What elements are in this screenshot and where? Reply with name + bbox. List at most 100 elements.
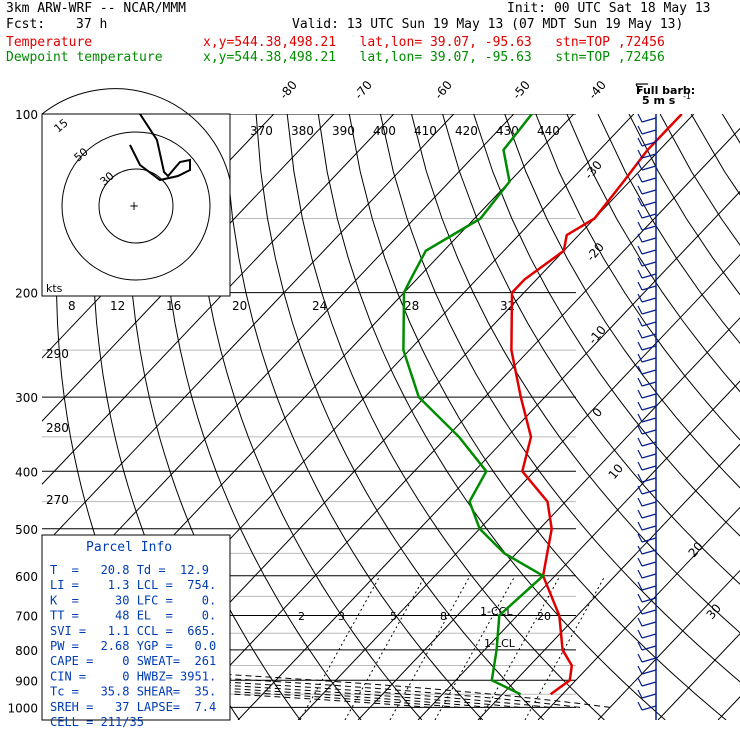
pressure-label-100: 100 [15,108,38,122]
wind-barb [641,177,657,183]
parcel-info-row: CAPE = 0 SWEAT= 261 [50,654,216,668]
isotherm-label--60: -60 [432,78,455,102]
theta-label-440: 440 [537,124,560,138]
wind-barb-flag [637,545,643,555]
pressure-label-400: 400 [15,465,38,479]
wind-barb [641,189,657,195]
wind-barb-flag [637,149,643,159]
isotherm-label--20: -20 [584,240,607,264]
barb-key: Full barb: 5 m s -1 [635,83,695,107]
wind-barb [641,297,657,303]
isotherm-label--70: -70 [352,78,375,102]
wind-barb [641,117,657,123]
hodograph-unit: kts [46,282,63,295]
wind-barb [641,321,657,327]
dry-adiabat-270 [193,114,423,720]
wind-barb [641,549,657,555]
wind-barb [641,429,657,435]
dry-adiabat-340 [411,114,740,634]
isotherm-label-0: 0 [590,405,606,420]
parcel-info-row: CELL = 211/35 [50,715,144,729]
wind-barb [641,669,657,675]
mixing-ratio-label-8: 8 [68,299,76,313]
wind-barb [641,561,657,567]
wind-barb-flag [637,641,643,651]
wind-barbs [637,113,657,720]
isotherm-label--40: -40 [586,78,609,102]
wind-barb [641,213,657,219]
isotherm--30 [237,190,740,720]
wind-barb [641,681,657,687]
mixing-ratio-label-low-5: 5 [390,610,397,623]
forecast-label: Fcst: [6,17,46,32]
wind-barb [641,249,657,255]
wind-barb-flag [637,341,643,351]
wind-barb [641,153,657,159]
wind-barb [641,645,657,651]
hodograph-center-mark: + [129,199,139,213]
sounding-profiles [402,114,683,696]
hodograph-ring-outer [61,131,211,281]
parcel-info-row: LI = 1.3 LCL = 754. [50,578,216,592]
wind-barb-flag [637,665,643,675]
isotherm-label--80: -80 [277,78,300,102]
wind-barb [641,453,657,459]
wind-barb-flag [637,533,643,543]
wind-barb [641,633,657,639]
temperature-location: x,y=544.38,498.21 lat,lon= 39.07, -95.63… [203,35,665,50]
theta-label-370: 370 [250,124,273,138]
wind-barb-flag [637,509,643,519]
wind-barb [641,309,657,315]
isotherm-label--10: -10 [586,323,609,347]
pressure-label-300: 300 [15,391,38,405]
barb-key-line2: 5 m s [642,94,676,107]
isotherm-label-10: 10 [606,461,627,482]
wind-barb [641,693,657,699]
mixing-ratio-label-20: 20 [232,299,247,313]
wind-barb [641,333,657,339]
wind-barb [641,489,657,495]
isotherm-20 [537,506,740,720]
dry-adiabat-310 [317,114,666,720]
mixing-ratio-label-low-3: 3 [338,610,345,623]
theta-label-280: 280 [46,421,69,435]
wind-barb-flag [637,401,643,411]
dry-adiabat-400 [597,114,740,345]
wind-barb [641,165,657,171]
wind-barb-flag [637,209,643,219]
wind-barb [641,477,657,483]
wind-barb-flag [637,425,643,435]
isotherm-label-30: 30 [704,601,725,622]
dry-adiabat-430 [690,114,740,196]
parcel-info-row: Tc = 35.8 SHEAR= 35. [50,685,216,699]
model-title: 3km ARW-WRF -- NCAR/MMM [6,1,187,16]
wind-barb [641,585,657,591]
wind-barb-flag [637,461,643,471]
parcel-info-row: T = 20.8 Td = 12.9 [50,563,209,577]
wind-barb-flag [637,317,643,327]
wind-barb-flag [637,689,643,699]
isotherm--90 [42,114,455,549]
wind-barb-flag [637,377,643,387]
wind-barb [641,141,657,147]
ccl-marker: 1-CCL [480,605,513,618]
wind-barb-flag [637,485,643,495]
mixing-ratio-label-16: 16 [166,299,181,313]
wind-barb [641,225,657,231]
dry-adiabat-380 [535,114,740,441]
wind-barb [641,513,657,519]
lcl-marker: 1-LCL [484,637,516,650]
dry-adiabat-320 [348,114,727,720]
pressure-label-500: 500 [15,523,38,537]
wind-barb [641,237,657,243]
init-time: Init: 00 UTC Sat 18 May 13 [507,1,711,16]
isotherm-10 [477,443,740,720]
wind-barb-flag [637,605,643,615]
temperature-profile [510,114,683,696]
mixing-ratio-label-low-8: 8 [440,610,447,623]
isotherm--40 [177,127,740,720]
parcel-info-row: CIN = 0 HWBZ= 3951. [50,669,216,683]
wind-barb-flag [637,557,643,567]
mixing-ratio-label-24: 24 [312,299,327,313]
theta-label-390: 390 [332,124,355,138]
